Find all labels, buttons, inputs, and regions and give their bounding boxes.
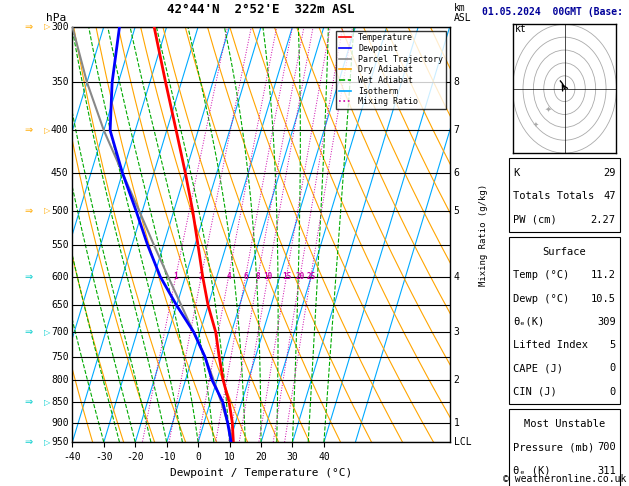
Bar [509,237,620,404]
Text: CIN (J): CIN (J) [513,387,557,397]
Text: 42°44'N  2°52'E  322m ASL: 42°44'N 2°52'E 322m ASL [167,3,355,17]
Text: 10: 10 [263,272,272,281]
Text: 47: 47 [603,191,616,201]
Text: 7: 7 [454,125,459,136]
Text: 0: 0 [610,364,616,373]
Text: ✦: ✦ [533,122,538,128]
Text: Pressure (mb): Pressure (mb) [513,442,594,452]
Text: 11.2: 11.2 [591,270,616,280]
Text: PW (cm): PW (cm) [513,215,557,225]
Text: 850: 850 [51,397,69,407]
Text: 900: 900 [51,418,69,428]
Text: 600: 600 [51,272,69,281]
Text: 1: 1 [174,272,178,281]
Text: 450: 450 [51,168,69,178]
Text: ⇒: ⇒ [25,397,32,407]
Text: hPa: hPa [46,13,66,22]
Text: 2: 2 [454,375,459,385]
Text: 6: 6 [243,272,248,281]
Text: ⇒: ⇒ [25,327,32,337]
Text: ⇒: ⇒ [25,206,32,216]
Text: 15: 15 [282,272,291,281]
Text: 650: 650 [51,300,69,311]
Text: 29: 29 [603,168,616,178]
Text: ⇒: ⇒ [25,272,32,281]
Text: 10.5: 10.5 [591,294,616,303]
Text: Surface: Surface [543,247,586,257]
Text: kt: kt [515,24,526,34]
X-axis label: Dewpoint / Temperature (°C): Dewpoint / Temperature (°C) [170,468,352,478]
Text: CAPE (J): CAPE (J) [513,364,564,373]
Text: θₑ (K): θₑ (K) [513,466,551,475]
Text: 4: 4 [226,272,231,281]
Text: 800: 800 [51,375,69,385]
Text: 20: 20 [296,272,304,281]
Text: ▷: ▷ [44,328,50,337]
Text: 350: 350 [51,77,69,87]
Bar [509,158,620,232]
Text: 700: 700 [51,327,69,337]
Text: LCL: LCL [454,437,471,447]
Text: © weatheronline.co.uk: © weatheronline.co.uk [503,473,626,484]
Text: ⇒: ⇒ [25,125,32,136]
Bar [509,409,620,486]
Text: θₑ(K): θₑ(K) [513,317,545,327]
Text: 300: 300 [51,22,69,32]
Text: 309: 309 [597,317,616,327]
Text: 950: 950 [51,437,69,447]
Text: K: K [513,168,520,178]
Text: ✦: ✦ [545,105,552,114]
Text: 3: 3 [454,327,459,337]
Text: Temp (°C): Temp (°C) [513,270,570,280]
Text: ▷: ▷ [44,398,50,407]
Text: Totals Totals: Totals Totals [513,191,594,201]
Text: 4: 4 [454,272,459,281]
Text: ▷: ▷ [44,22,50,31]
Text: 550: 550 [51,240,69,250]
Text: Dewp (°C): Dewp (°C) [513,294,570,303]
Text: 2: 2 [199,272,204,281]
Text: km
ASL: km ASL [454,2,471,22]
Text: 400: 400 [51,125,69,136]
Text: 0: 0 [610,387,616,397]
Text: Lifted Index: Lifted Index [513,340,588,350]
Text: ▷: ▷ [44,207,50,215]
Text: ⇒: ⇒ [25,22,32,32]
Text: 5: 5 [610,340,616,350]
Text: 311: 311 [597,466,616,475]
Text: ▷: ▷ [44,438,50,447]
Text: ▷: ▷ [44,126,50,135]
Text: Most Unstable: Most Unstable [524,419,605,429]
Text: 6: 6 [454,168,459,178]
Text: 700: 700 [597,442,616,452]
Text: 500: 500 [51,206,69,216]
Text: 1: 1 [454,418,459,428]
Text: 25: 25 [306,272,315,281]
Text: 8: 8 [454,77,459,87]
Text: 750: 750 [51,352,69,362]
Text: 01.05.2024  00GMT (Base: 00): 01.05.2024 00GMT (Base: 00) [482,7,629,17]
Text: 2.27: 2.27 [591,215,616,225]
Text: 8: 8 [255,272,260,281]
Text: ⇒: ⇒ [25,437,32,447]
Text: 5: 5 [454,206,459,216]
Text: Mixing Ratio (g/kg): Mixing Ratio (g/kg) [479,183,488,286]
Legend: Temperature, Dewpoint, Parcel Trajectory, Dry Adiabat, Wet Adiabat, Isotherm, Mi: Temperature, Dewpoint, Parcel Trajectory… [337,31,445,109]
